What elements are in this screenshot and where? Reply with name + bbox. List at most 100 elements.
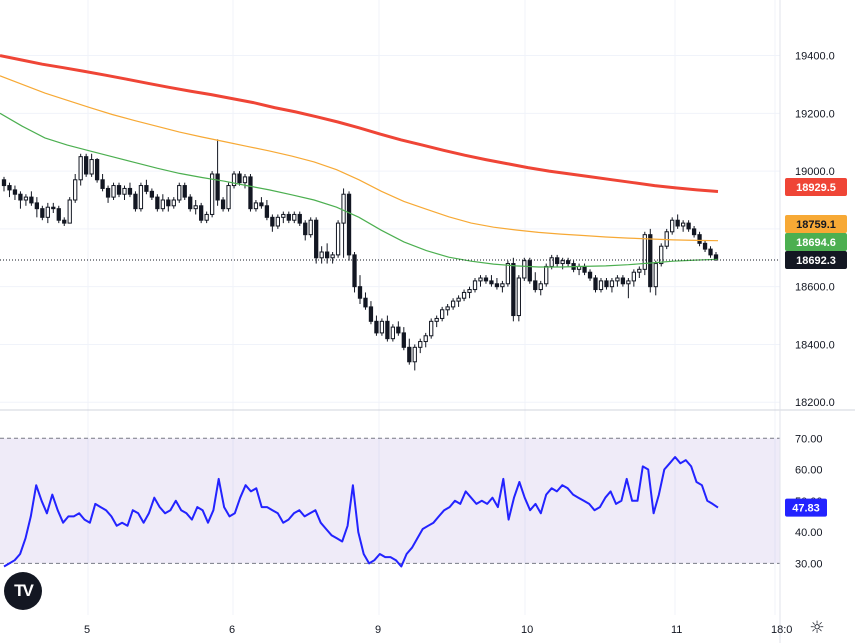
price-badge-label: 18692.3: [796, 255, 836, 267]
candle-body: [116, 185, 122, 195]
candle-body: [122, 187, 127, 195]
candle-body: [292, 213, 297, 221]
candle-body: [341, 193, 346, 224]
candle-body: [270, 216, 275, 227]
candles: [1, 139, 719, 371]
time-tick-label: 6: [229, 624, 235, 636]
rsi-tick-label: 30.00: [795, 558, 823, 570]
candle-body: [544, 265, 549, 285]
candle-body: [494, 283, 500, 288]
candle-body: [352, 254, 357, 288]
candle-body: [149, 190, 155, 198]
candle-body: [204, 213, 209, 221]
candle-body: [412, 346, 417, 363]
price-badge: [785, 251, 847, 269]
rsi-tick-label: 60.00: [795, 465, 823, 477]
time-tick-label: 18:0: [771, 624, 792, 636]
candle-body: [23, 196, 29, 201]
time-tick-label: 11: [671, 624, 682, 636]
candle-body: [188, 196, 193, 210]
candle-body: [565, 260, 571, 265]
candle-body: [231, 173, 237, 187]
moving-averages: [0, 54, 719, 268]
candle-body: [472, 280, 478, 291]
candle-body: [505, 263, 511, 285]
price-tick-label: 19400.0: [795, 51, 835, 63]
candle-body: [155, 196, 160, 210]
candle-body: [418, 341, 423, 348]
candle-body: [100, 179, 105, 189]
candle-body: [396, 326, 401, 334]
candle-body: [40, 208, 45, 218]
candle-body: [483, 277, 489, 282]
candle-body: [445, 306, 450, 311]
candle-body: [598, 280, 604, 291]
price-tick-label: 18400.0: [795, 339, 835, 351]
candle-body: [215, 173, 220, 201]
candle-body: [94, 159, 100, 181]
candle-body: [609, 280, 615, 288]
candle-body: [702, 242, 708, 250]
time-tick-label: 9: [375, 624, 381, 636]
candle-body: [193, 205, 198, 210]
price-tick-label: 18600.0: [795, 282, 835, 294]
rsi-tick-label: 70.00: [795, 433, 823, 445]
candle-body: [686, 222, 691, 230]
candle-body: [264, 205, 270, 218]
candle-body: [209, 173, 215, 215]
candle-body: [237, 173, 242, 184]
candle-body: [604, 280, 609, 288]
candle-body: [363, 297, 368, 308]
candle-body: [434, 317, 439, 322]
gear-icon[interactable]: ☼: [809, 618, 825, 638]
tradingview-logo-text: TV: [14, 581, 34, 600]
rsi-badge-label: 47.83: [792, 503, 820, 515]
price-badge: [785, 215, 847, 233]
candle-body: [29, 196, 34, 204]
candle-body: [648, 234, 653, 288]
candle-body: [160, 199, 165, 210]
candle-body: [62, 219, 67, 224]
candle-body: [319, 251, 324, 259]
candle-body: [259, 202, 264, 207]
candle-body: [324, 251, 330, 259]
ma-red-line: [0, 54, 719, 193]
price-tick-label: 19200.0: [795, 108, 835, 120]
candle-body: [314, 219, 319, 259]
candle-body: [489, 280, 494, 285]
candle-body: [549, 257, 554, 267]
candle-body: [51, 206, 56, 210]
candle-body: [527, 260, 532, 282]
time-axis[interactable]: 5 6 9 10 11 18:0: [84, 624, 792, 636]
candle-body: [297, 213, 302, 224]
candle-body: [713, 254, 719, 261]
candle-body: [166, 199, 171, 207]
candle-body: [67, 199, 72, 224]
ma-green-line: [0, 112, 719, 268]
candle-body: [335, 222, 341, 256]
candle-body: [642, 234, 647, 270]
candle-body: [303, 222, 308, 236]
rsi-badge: 47.83: [785, 498, 827, 517]
rsi-tick-label: 40.00: [795, 527, 823, 539]
candle-body: [18, 193, 23, 201]
candle-body: [84, 156, 89, 175]
candle-body: [385, 320, 390, 340]
candle-body: [7, 185, 12, 191]
candle-body: [374, 320, 379, 334]
tradingview-logo[interactable]: TV: [4, 572, 42, 610]
candle-body: [199, 205, 204, 221]
candle-body: [593, 277, 598, 291]
candle-body: [582, 265, 587, 273]
candle-body: [450, 300, 456, 308]
candle-body: [182, 185, 187, 198]
price-badge-label: 18929.5: [796, 182, 836, 194]
candle-body: [461, 291, 467, 299]
candle-body: [401, 332, 406, 348]
price-badge: [785, 233, 847, 251]
candle-body: [587, 271, 593, 279]
candle-body: [538, 283, 543, 291]
candle-body: [500, 283, 505, 288]
candle-body: [275, 216, 280, 227]
